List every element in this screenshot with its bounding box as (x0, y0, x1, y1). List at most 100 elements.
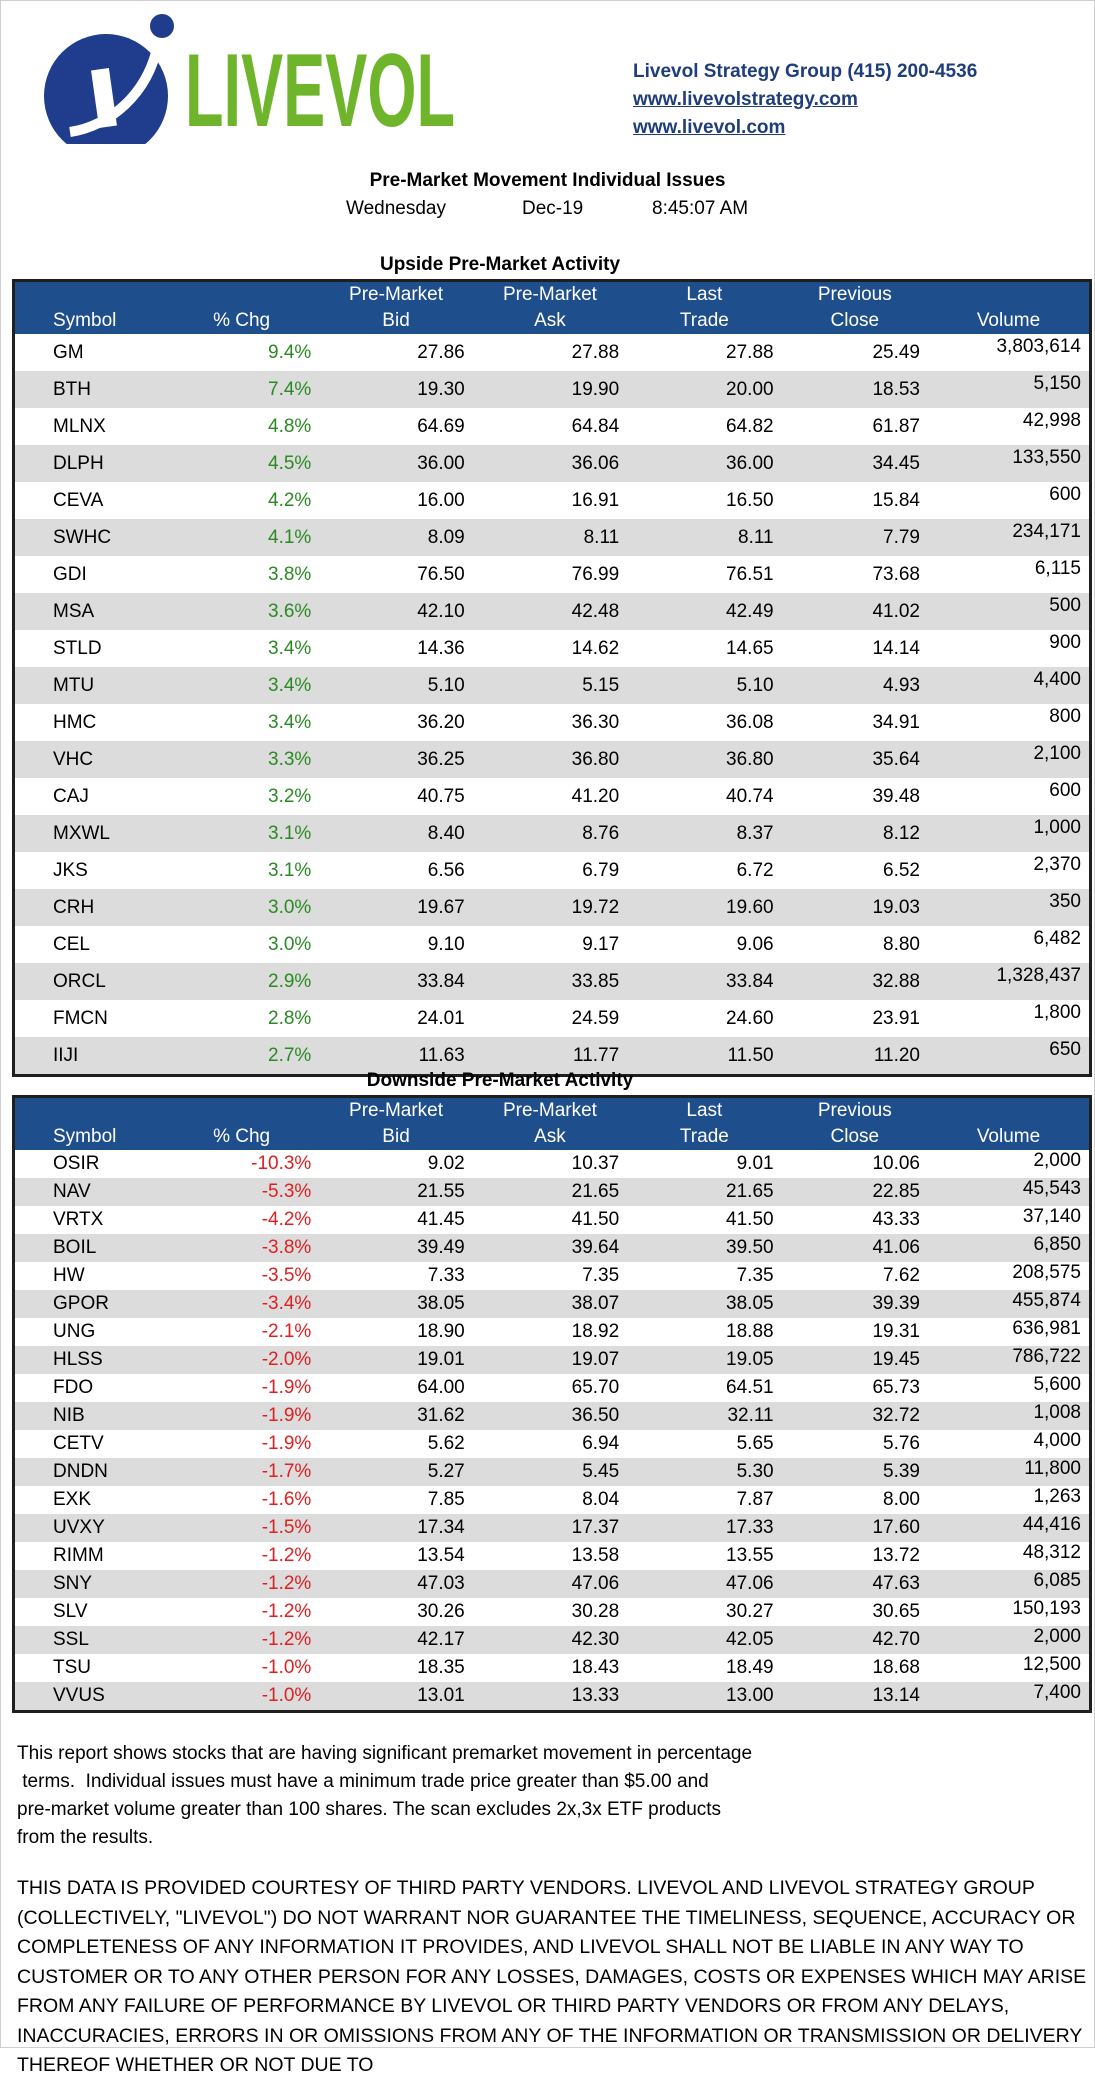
report-notes: This report shows stocks that are having… (17, 1740, 837, 1852)
volume-cell: 600 (1049, 484, 1081, 505)
livevol-logo: LIVEVOL (44, 14, 455, 144)
col-prev-top: Previous (781, 280, 928, 308)
last-cell: 64.51 (726, 1377, 774, 1398)
chg-cell: 4.8% (268, 415, 312, 437)
col-bid-top: Pre-Market (319, 280, 473, 308)
last-cell: 7.87 (736, 1489, 774, 1510)
ask-cell: 41.50 (571, 1209, 620, 1230)
bid-cell: 27.86 (417, 341, 465, 363)
ask-cell: 41.20 (571, 785, 620, 807)
chg-cell: -1.0% (163, 1682, 320, 1712)
volume-cell: 6,085 (928, 1570, 1091, 1598)
table-row: UVXY -1.5% 17.34 17.37 17.33 17.60 44,416 (13, 1514, 1091, 1542)
prev-close-cell: 41.06 (781, 1234, 928, 1262)
volume-cell: 1,000 (928, 815, 1091, 852)
chg-cell: 3.4% (268, 711, 312, 733)
table-row: DLPH 4.5% 36.00 36.06 36.00 34.45 133,550 (13, 445, 1091, 482)
chg-cell: 7.4% (163, 371, 320, 408)
bid-cell: 19.67 (319, 889, 473, 926)
volume-cell: 2,000 (1033, 1150, 1081, 1171)
col-prev-top: Previous (781, 1096, 928, 1124)
symbol-cell: SNY (13, 1570, 164, 1598)
chg-cell: -1.6% (261, 1489, 312, 1510)
last-cell: 38.05 (627, 1290, 782, 1318)
ask-cell: 18.92 (571, 1321, 620, 1342)
prev-close-cell: 34.91 (872, 711, 920, 733)
ask-cell: 65.70 (571, 1377, 620, 1398)
link-livevolstrategy[interactable]: www.livevolstrategy.com (633, 89, 858, 110)
prev-close-cell: 19.03 (781, 889, 928, 926)
last-cell: 36.00 (627, 445, 782, 482)
table-row: SWHC 4.1% 8.09 8.11 8.11 7.79 234,171 (13, 519, 1091, 556)
ask-cell: 47.06 (472, 1570, 628, 1598)
volume-cell: 2,100 (928, 741, 1091, 778)
symbol-cell: GDI (53, 563, 87, 585)
last-cell: 5.30 (627, 1458, 782, 1486)
last-cell: 20.00 (627, 371, 782, 408)
bid-cell: 40.75 (417, 785, 465, 807)
prev-close-cell: 17.60 (781, 1514, 928, 1542)
chg-cell: 2.8% (268, 1007, 312, 1029)
bid-cell: 13.54 (417, 1545, 465, 1566)
volume-cell: 1,800 (1033, 1002, 1081, 1023)
symbol-cell: ORCL (13, 963, 164, 1000)
col-prev: Close (781, 308, 928, 334)
volume-cell: 4,000 (1033, 1430, 1081, 1451)
bid-cell: 64.00 (417, 1377, 465, 1398)
upside-title: Upside Pre-Market Activity (379, 254, 621, 275)
link-livevol[interactable]: www.livevol.com (633, 117, 786, 138)
prev-close-cell: 18.68 (872, 1657, 920, 1678)
ask-cell: 36.80 (472, 741, 628, 778)
prev-close-cell: 22.85 (781, 1178, 928, 1206)
symbol-cell: VRTX (53, 1209, 104, 1230)
col-ask-top: Pre-Market (472, 1096, 628, 1124)
bid-cell: 36.00 (319, 445, 473, 482)
ask-cell: 27.88 (571, 341, 620, 363)
table-row: MSA 3.6% 42.10 42.48 42.49 41.02 500 (13, 593, 1091, 630)
last-cell: 5.65 (736, 1433, 774, 1454)
bid-cell: 24.01 (417, 1007, 465, 1029)
table-row: JKS 3.1% 6.56 6.79 6.72 6.52 2,370 (14, 852, 1091, 889)
table-row: STLD 3.4% 14.36 14.62 14.65 14.14 900 (14, 630, 1091, 667)
symbol-cell: BOIL (13, 1234, 164, 1262)
col-ask: Ask (472, 308, 628, 334)
volume-cell: 900 (1049, 632, 1081, 653)
table-row: FMCN 2.8% 24.01 24.59 24.60 23.91 1,800 (14, 1000, 1091, 1037)
bid-cell: 47.03 (319, 1570, 473, 1598)
chg-cell: 4.2% (268, 489, 312, 511)
contact-block: Livevol Strategy Group (415) 200-4536 ww… (633, 58, 977, 142)
last-cell: 9.01 (736, 1153, 774, 1174)
upside-table: Pre-Market Pre-Market Last Previous Symb… (12, 279, 1092, 1077)
col-ask-top: Pre-Market (472, 280, 628, 308)
table-row: GM 9.4% 27.86 27.88 27.88 25.49 3,803,614 (14, 334, 1091, 371)
ask-cell: 13.33 (472, 1682, 628, 1712)
ask-cell: 6.79 (582, 859, 620, 881)
chg-cell: -3.4% (163, 1290, 320, 1318)
ask-cell: 21.65 (472, 1178, 628, 1206)
ask-cell: 36.06 (472, 445, 628, 482)
symbol-cell: HW (53, 1265, 85, 1286)
chg-cell: -1.9% (261, 1433, 312, 1454)
last-cell: 13.55 (726, 1545, 774, 1566)
volume-cell: 650 (928, 1037, 1091, 1076)
bid-cell: 7.33 (427, 1265, 465, 1286)
bid-cell: 30.26 (417, 1601, 465, 1622)
chg-cell: 2.9% (163, 963, 320, 1000)
ask-cell: 5.15 (472, 667, 628, 704)
last-cell: 8.11 (627, 519, 782, 556)
ask-cell: 17.37 (472, 1514, 628, 1542)
ask-cell: 19.90 (472, 371, 628, 408)
ask-cell: 11.77 (472, 1037, 628, 1076)
prev-close-cell: 19.31 (872, 1321, 920, 1342)
prev-close-cell: 25.49 (872, 341, 920, 363)
last-cell: 42.05 (627, 1626, 782, 1654)
prev-close-cell: 73.68 (872, 563, 920, 585)
ask-cell: 8.76 (472, 815, 628, 852)
table-row: HW -3.5% 7.33 7.35 7.35 7.62 208,575 (14, 1262, 1091, 1290)
col-symbol: Symbol (13, 308, 164, 334)
symbol-cell: BTH (13, 371, 164, 408)
table-row: CAJ 3.2% 40.75 41.20 40.74 39.48 600 (14, 778, 1091, 815)
ask-cell: 5.45 (472, 1458, 628, 1486)
table-row: UNG -2.1% 18.90 18.92 18.88 19.31 636,981 (14, 1318, 1091, 1346)
chg-cell: -5.3% (163, 1178, 320, 1206)
